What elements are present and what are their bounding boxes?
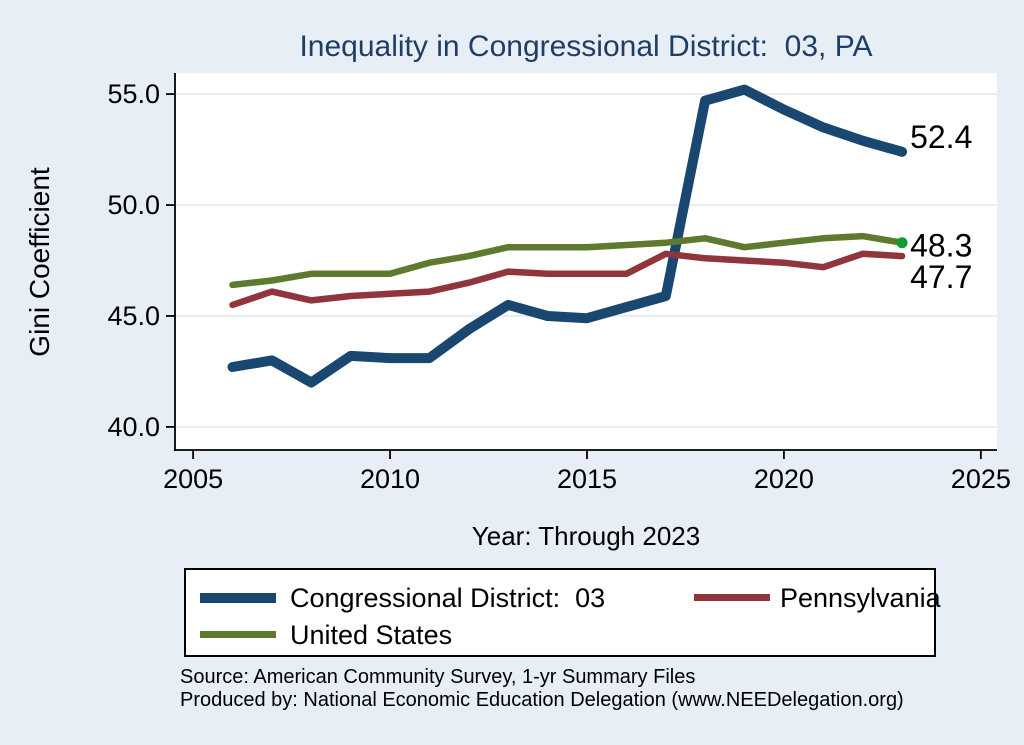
- legend-swatch-congressional-district-03: [200, 593, 276, 603]
- notes-block: Source: American Community Survey, 1-yr …: [180, 666, 904, 712]
- end-marker-united-states: [896, 237, 908, 249]
- chart-title: Inequality in Congressional District: 03…: [299, 30, 873, 63]
- legend-box: Congressional District: 03 Pennsylvania …: [184, 568, 941, 657]
- end-label-pennsylvania: 47.7: [910, 259, 972, 295]
- x-tick-label-2005: 2005: [163, 464, 223, 494]
- legend-label-congressional-district-03: Congressional District: 03: [290, 583, 606, 613]
- y-tick-label-50: 50.0: [107, 190, 160, 220]
- x-tick-label-2015: 2015: [557, 464, 617, 494]
- x-tick-label-2020: 2020: [754, 464, 814, 494]
- x-tick-label-2010: 2010: [360, 464, 420, 494]
- plot-region: [175, 73, 997, 450]
- x-tick-label-2025: 2025: [951, 464, 1011, 494]
- line-pennsylvania: [229, 250, 906, 309]
- line-united-states: [229, 232, 906, 289]
- y-tick-label-40: 40.0: [107, 412, 160, 442]
- y-tick-label-45: 45.0: [107, 301, 160, 331]
- source-note: Source: American Community Survey, 1-yr …: [180, 666, 696, 688]
- y-tick-label-55: 55.0: [107, 79, 160, 109]
- legend-label-pennsylvania: Pennsylvania: [780, 583, 941, 613]
- legend-label-united-states: United States: [290, 620, 453, 650]
- end-label-congressional-district-03: 52.4: [910, 119, 972, 155]
- end-label-united-states: 48.3: [910, 228, 972, 264]
- x-axis-title: Year: Through 2023: [471, 521, 701, 551]
- y-axis-title: Gini Coefficient: [24, 167, 55, 357]
- legend-swatch-united-states: [200, 631, 276, 638]
- produced-by-note: Produced by: National Economic Education…: [180, 689, 904, 711]
- plot-canvas: 40.0 45.0 50.0 55.0 2005 2010 2015 2020 2025 52.4…: [107, 73, 1011, 494]
- line-congressional-district-03: [227, 84, 908, 388]
- legend-swatch-pennsylvania: [694, 594, 770, 601]
